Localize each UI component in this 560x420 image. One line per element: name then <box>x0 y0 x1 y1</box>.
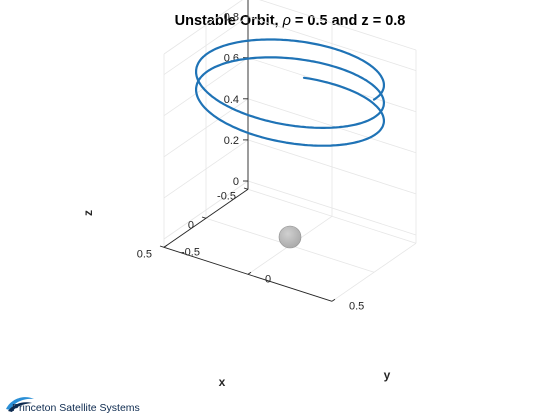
z-tick-label: 0.6 <box>224 53 239 65</box>
left-wall-gridline <box>163 180 249 240</box>
z-tick-label: 0.8 <box>224 12 239 24</box>
brand-swoosh-icon <box>6 397 34 412</box>
y-axis-label: y <box>384 368 391 382</box>
x-axis-label: x <box>219 375 226 389</box>
x-tick <box>243 187 249 190</box>
box-edge <box>259 0 417 51</box>
brand-logo: Princeton Satellite Systems <box>6 397 140 414</box>
z-axis-label: z <box>81 210 95 216</box>
x-tick <box>201 216 207 219</box>
x-tick <box>159 245 165 248</box>
y-tick-label: -0.5 <box>181 246 200 258</box>
z-tick-label: 0.2 <box>224 135 239 147</box>
orbit-series-line <box>195 38 385 147</box>
back-wall-gridline <box>247 98 417 154</box>
chart-title: Unstable Orbit, ρ = 0.5 and z = 0.8 <box>175 13 406 29</box>
x-tick-label: 0 <box>188 219 194 231</box>
back-wall-gridline <box>247 139 417 195</box>
box-edge <box>163 0 243 55</box>
x-tick-label: 0.5 <box>137 248 152 260</box>
brand-name: Princeton Satellite Systems <box>12 402 140 414</box>
axes-layer: -0.5 0 0.5 -0.5 0 0.5 0 0.2 0.4 0.6 0.8 <box>137 0 364 312</box>
z-tick-label: 0.4 <box>224 94 239 106</box>
z-tick-label: 0 <box>233 176 239 188</box>
data-layer <box>195 38 385 249</box>
x-tick-label: -0.5 <box>217 190 236 202</box>
y-tick <box>247 271 252 275</box>
left-wall-gridline <box>163 57 249 117</box>
back-wall-gridline <box>247 180 417 236</box>
floor-gridline <box>331 242 417 302</box>
y-tick <box>163 244 168 248</box>
left-wall-gridline <box>163 16 249 75</box>
y-tick-label: 0 <box>265 273 271 285</box>
grid-layer <box>163 0 417 302</box>
back-wall-gridline <box>247 16 417 71</box>
central-body-sphere <box>278 225 302 249</box>
left-wall-gridline <box>163 139 249 199</box>
y-tick-label: 0.5 <box>349 300 364 312</box>
y-tick <box>331 298 336 302</box>
